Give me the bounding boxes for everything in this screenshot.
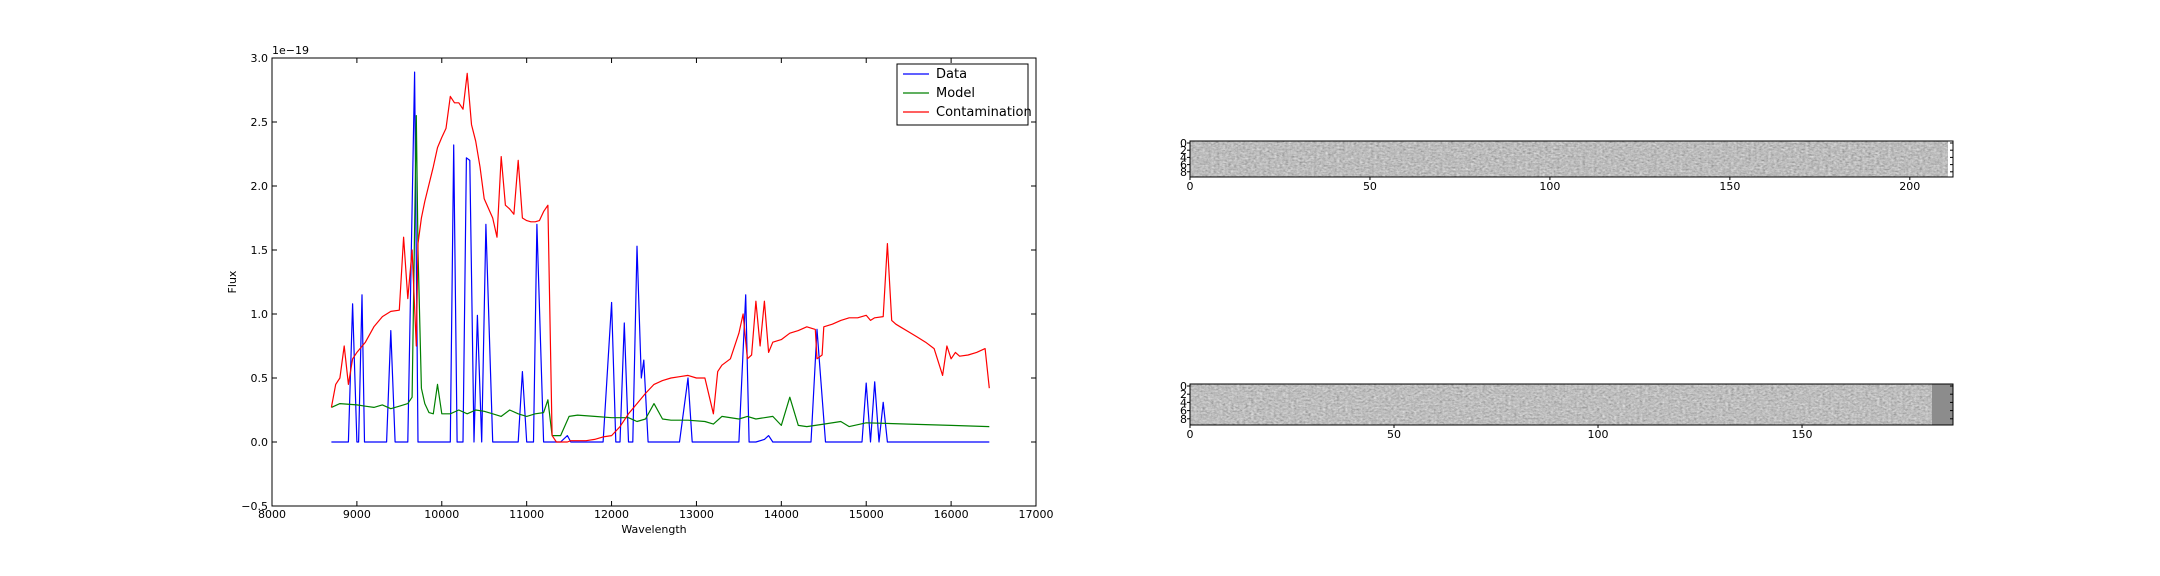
- x-tick-label: 15000: [849, 508, 884, 521]
- image-y-tick-label: 2: [1180, 388, 1187, 401]
- x-axis-ticks: 8000 9000 10000 11000 12000 13000 14000 15000 16…: [258, 58, 1054, 521]
- image-x-tick-label: 0: [1187, 428, 1194, 441]
- image-2-edge: [1932, 384, 1953, 425]
- image-y-tick-label: 6: [1180, 159, 1187, 172]
- y-tick-label: 0.5: [251, 372, 269, 385]
- image-1-edge: [1948, 141, 1953, 177]
- legend-label-model: Model: [936, 86, 975, 101]
- legend: Data Model Contamination: [896, 63, 1032, 126]
- y-tick-label: −0.5: [241, 500, 268, 513]
- y-axis-label: Flux: [226, 270, 239, 293]
- image-x-tick-label: 150: [1719, 180, 1740, 193]
- image-2-pixels: [1190, 384, 1953, 425]
- y-tick-label: 1.5: [251, 244, 269, 257]
- x-axis-label: Wavelength: [621, 523, 686, 536]
- image-x-tick-label: 50: [1363, 180, 1377, 193]
- y-tick-label: 1.0: [251, 308, 269, 321]
- image-1-frame: [1189, 140, 1954, 178]
- x-tick-label: 8000: [258, 508, 286, 521]
- x-tick-label: 17000: [1019, 508, 1054, 521]
- x-tick-label: 13000: [679, 508, 714, 521]
- legend-label-contamination: Contamination: [936, 105, 1032, 120]
- legend-label-data: Data: [936, 67, 967, 82]
- image-y-tick-label: 0: [1180, 380, 1187, 393]
- x-tick-label: 11000: [509, 508, 544, 521]
- image-y-tick-label: 6: [1180, 405, 1187, 418]
- image-x-tick-label: 200: [1899, 180, 1920, 193]
- spectrum-plot: 8000 9000 10000 11000 12000 13000 14000 15000 16…: [226, 44, 1054, 536]
- y-axis-ticks: −0.5 0.0 0.5 1.0 1.5 2.0 2.5 3.0: [241, 52, 1036, 513]
- image-x-tick-label: 150: [1792, 428, 1813, 441]
- y-tick-label: 3.0: [251, 52, 269, 65]
- image-2-x-ticks: 0 50 100 150: [1187, 425, 1813, 441]
- plot-area: [272, 58, 1036, 506]
- image-x-tick-label: 50: [1387, 428, 1401, 441]
- y-offset-label: 1e−19: [272, 44, 309, 57]
- image-y-tick-label: 4: [1180, 396, 1187, 409]
- series-line-contamination: [330, 72, 990, 443]
- series-line-model: [331, 115, 990, 437]
- image-x-tick-label: 100: [1588, 428, 1609, 441]
- y-tick-label: 2.5: [251, 116, 269, 129]
- image-y-tick-label: 8: [1180, 166, 1187, 179]
- image-1-x-ticks: 0 50 100 150 200: [1187, 177, 1920, 193]
- x-tick-label: 10000: [424, 508, 459, 521]
- plot-frame: [271, 57, 1037, 507]
- image-y-tick-label: 4: [1180, 151, 1187, 164]
- x-tick-label: 12000: [594, 508, 629, 521]
- image-y-tick-label: 8: [1180, 413, 1187, 426]
- series-lines: [330, 71, 990, 443]
- image-y-tick-label: 0: [1180, 137, 1187, 150]
- x-tick-label: 14000: [764, 508, 799, 521]
- image-y-tick-label: 2: [1180, 144, 1187, 157]
- image-x-tick-label: 0: [1187, 180, 1194, 193]
- x-tick-label: 16000: [934, 508, 969, 521]
- x-tick-label: 9000: [343, 508, 371, 521]
- image-2-frame: [1189, 383, 1954, 426]
- y-tick-label: 0.0: [251, 436, 269, 449]
- image-1-pixels: [1190, 141, 1953, 177]
- image-x-tick-label: 100: [1539, 180, 1560, 193]
- y-tick-label: 2.0: [251, 180, 269, 193]
